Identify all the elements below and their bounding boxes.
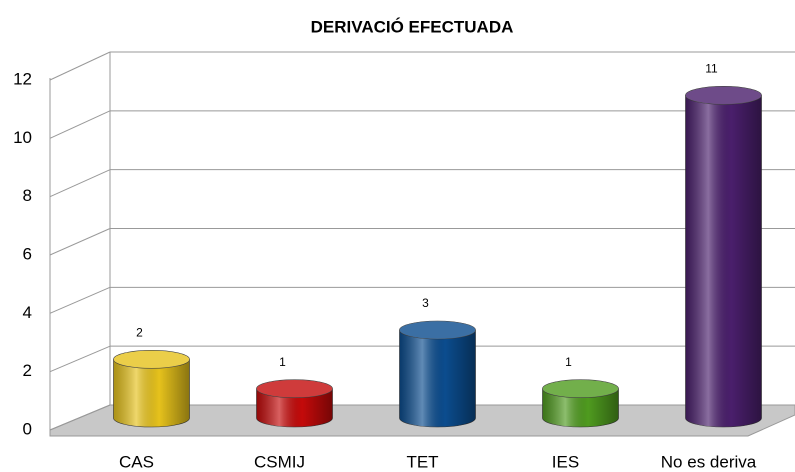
bar-top-light [685,86,762,105]
grid-line-side [49,404,111,431]
y-tick-label: 10 [13,128,32,147]
grid-line-side [49,345,111,373]
x-tick-label: CSMIJ [254,452,305,471]
bar-shade [399,330,476,428]
bar-top-light [256,379,333,398]
bar-shade [542,388,619,428]
bar-top [256,379,333,398]
chart-title: DERIVACIÓ EFECTUADA [311,17,514,36]
x-tick-label: CAS [119,452,154,471]
grid-line-side [49,286,111,314]
value-label: 1 [565,355,572,369]
bar-shade [113,359,190,428]
x-tick-label: No es deriva [661,452,757,471]
bar-shade [256,388,333,428]
x-tick-label: TET [406,452,438,471]
y-tick-label: 6 [23,244,32,263]
y-tick-label: 8 [23,186,32,205]
grid-line-side [49,110,111,139]
value-label: 1 [279,355,286,369]
bar-top [685,86,762,105]
y-tick-label: 4 [23,303,32,322]
bar-top-light [542,379,619,398]
bar-top [542,379,619,398]
grid-line-side [49,228,111,256]
y-tick-label: 0 [23,419,32,438]
value-label: 3 [422,296,429,310]
bar-top-light [399,321,476,339]
grid-line-side [49,169,111,198]
value-label: 11 [705,62,718,76]
y-tick-label: 2 [23,361,32,380]
bar-top [113,350,190,369]
bar-shade [685,95,762,428]
bar-top [399,320,476,340]
value-label: 2 [136,326,143,340]
x-tick-label: IES [552,452,579,471]
y-tick-label: 12 [13,69,32,88]
bar-top-light [113,350,190,369]
grid-line-side [49,51,111,81]
